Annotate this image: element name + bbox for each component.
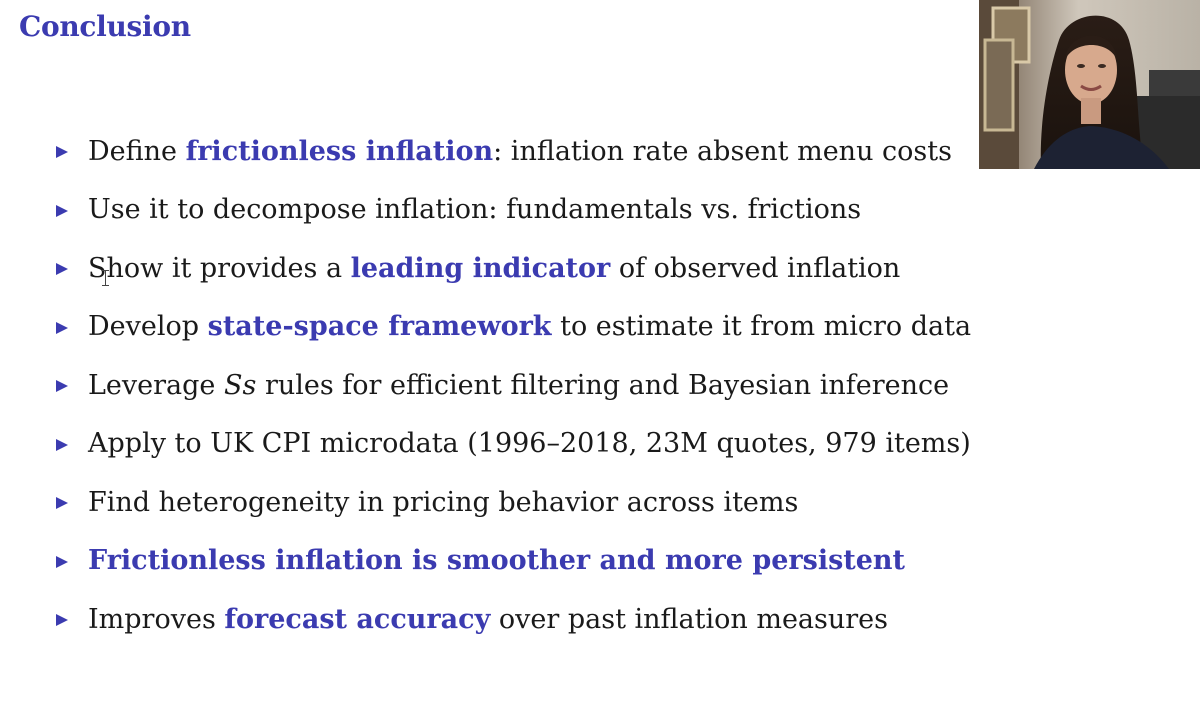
triangle-right-icon [56, 204, 68, 217]
bullet-text: Use it to decompose inflation: fundament… [88, 194, 861, 225]
bullet-text-segment: to estimate it from micro data [551, 311, 972, 343]
bullet-text-segment: Apply to UK CPI microdata (1996–2018, 23… [88, 428, 971, 460]
bullet-text-segment: Define [88, 135, 186, 167]
bullet-text: Find heterogeneity in pricing behavior a… [88, 487, 798, 518]
bullet-text-segment: Improves [88, 603, 225, 635]
bullet-text: Frictionless inflation is smoother and m… [88, 545, 905, 576]
bullet-item: Use it to decompose inflation: fundament… [56, 181, 971, 240]
bullet-text-segment: Leverage [88, 369, 224, 401]
highlighted-term: leading indicator [350, 252, 611, 284]
bullet-item: Find heterogeneity in pricing behavior a… [56, 473, 971, 532]
bullet-item: Develop state-space framework to estimat… [56, 298, 971, 357]
triangle-right-icon [56, 555, 68, 568]
bullet-text-segment: Show it provides a [88, 252, 351, 284]
triangle-right-icon [56, 438, 68, 451]
triangle-right-icon [56, 497, 68, 510]
webcam-video[interactable] [979, 0, 1200, 169]
italic-term: Ss [224, 369, 257, 401]
bullet-item: Show it provides a leading indicator of … [56, 239, 971, 298]
triangle-right-icon [56, 380, 68, 393]
bullet-text: Leverage Ss rules for efficient filterin… [88, 370, 949, 401]
highlighted-term: state-space framework [207, 311, 552, 343]
bullet-text-segment: Develop [88, 311, 208, 343]
bullet-text-segment: : inflation rate absent menu costs [493, 135, 952, 167]
highlighted-term: frictionless inflation [185, 135, 494, 167]
bullet-list: Define frictionless inflation: inflation… [56, 122, 971, 649]
bullet-item: Define frictionless inflation: inflation… [56, 122, 971, 181]
bullet-item: Frictionless inflation is smoother and m… [56, 532, 971, 591]
bullet-text-segment: over past inflation measures [490, 603, 889, 635]
bullet-text-segment: Find heterogeneity in pricing behavior a… [88, 486, 799, 518]
highlighted-term: Frictionless inflation is smoother and m… [88, 545, 906, 577]
triangle-right-icon [56, 146, 68, 159]
bullet-text-segment: of observed inflation [610, 252, 901, 284]
bullet-item: Improves forecast accuracy over past inf… [56, 590, 971, 649]
presenter-video-frame [979, 0, 1200, 169]
bullet-text-segment: rules for efficient filtering and Bayesi… [256, 369, 950, 401]
bullet-text: Show it provides a leading indicator of … [88, 253, 900, 284]
triangle-right-icon [56, 263, 68, 276]
bullet-text: Improves forecast accuracy over past inf… [88, 604, 888, 635]
triangle-right-icon [56, 321, 68, 334]
highlighted-term: forecast accuracy [224, 603, 491, 635]
bullet-text: Define frictionless inflation: inflation… [88, 136, 952, 167]
text-cursor-icon [102, 270, 109, 286]
bullet-item: Apply to UK CPI microdata (1996–2018, 23… [56, 415, 971, 474]
bullet-text-segment: Use it to decompose inflation: fundament… [88, 194, 862, 226]
bullet-text: Apply to UK CPI microdata (1996–2018, 23… [88, 428, 971, 459]
bullet-text: Develop state-space framework to estimat… [88, 311, 971, 342]
bullet-item: Leverage Ss rules for efficient filterin… [56, 356, 971, 415]
triangle-right-icon [56, 614, 68, 627]
slide-title: Conclusion [19, 10, 191, 43]
